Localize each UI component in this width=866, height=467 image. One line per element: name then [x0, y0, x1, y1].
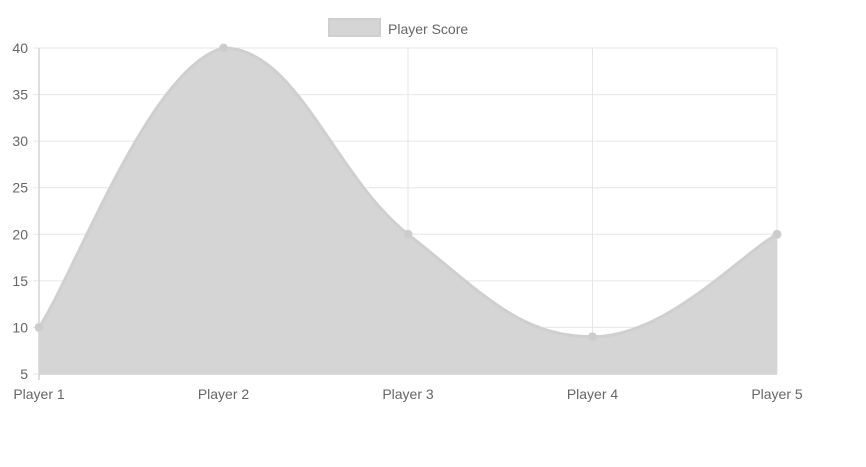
area-fill [39, 48, 777, 374]
data-point-4[interactable] [588, 332, 597, 342]
x-tick-label: Player 5 [751, 386, 803, 402]
data-points [34, 43, 782, 342]
y-tick-label: 35 [12, 87, 28, 103]
x-tick-label: Player 1 [13, 386, 65, 402]
y-tick-label: 20 [12, 226, 28, 242]
y-tick-label: 10 [12, 319, 28, 335]
data-point-5[interactable] [772, 229, 782, 239]
area-series [37, 46, 778, 374]
y-tick-label: 30 [12, 133, 28, 149]
x-axis-ticks: Player 1 Player 2 Player 3 Player 4 Player 5 [13, 386, 803, 402]
legend-label[interactable]: Player Score [388, 21, 468, 37]
y-axis-ticks: 5 10 15 20 25 30 35 40 [12, 40, 28, 382]
legend[interactable]: Player Score [328, 18, 468, 37]
x-tick-label: Player 2 [198, 386, 250, 402]
y-tick-label: 15 [12, 273, 28, 289]
x-tick-label: Player 3 [382, 386, 434, 402]
legend-swatch[interactable] [328, 18, 381, 37]
data-point-1[interactable] [34, 322, 44, 332]
series-line [37, 46, 778, 339]
data-point-2[interactable] [219, 43, 228, 53]
data-point-3[interactable] [403, 229, 413, 239]
y-tick-label: 25 [12, 180, 28, 196]
y-tick-label: 5 [20, 366, 28, 382]
x-tick-label: Player 4 [567, 386, 619, 402]
y-tick-label: 40 [12, 40, 28, 56]
